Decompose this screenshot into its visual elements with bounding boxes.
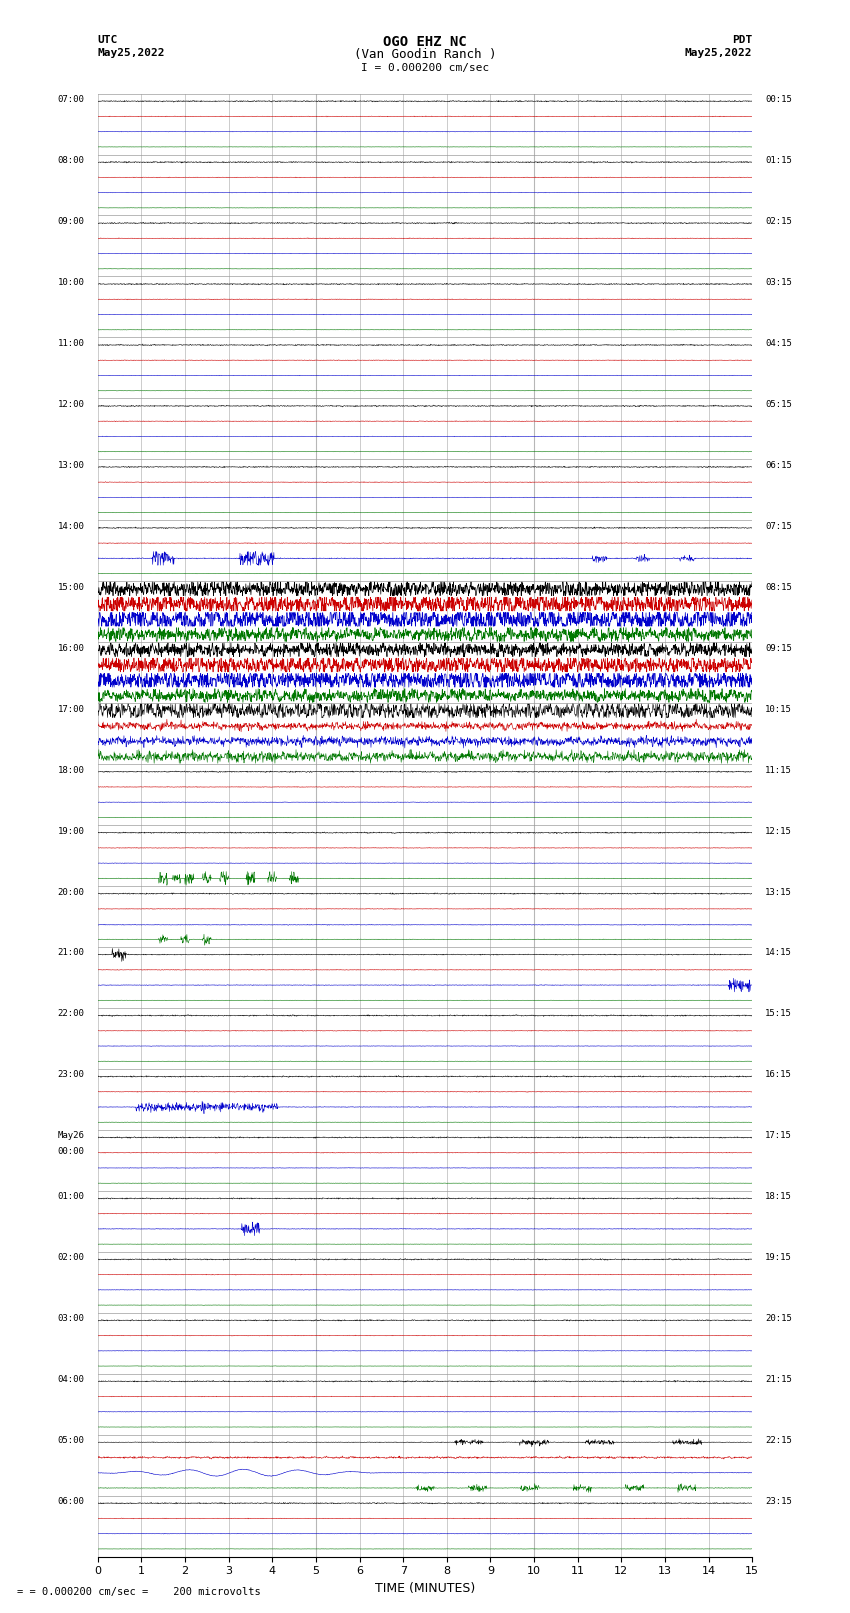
- Text: 17:00: 17:00: [58, 705, 85, 713]
- Text: May25,2022: May25,2022: [98, 48, 165, 58]
- Text: 01:00: 01:00: [58, 1192, 85, 1202]
- Text: 03:15: 03:15: [765, 277, 792, 287]
- Text: 05:00: 05:00: [58, 1436, 85, 1445]
- Text: 02:15: 02:15: [765, 218, 792, 226]
- Text: May26: May26: [58, 1131, 85, 1140]
- Text: 13:00: 13:00: [58, 461, 85, 469]
- Text: 01:15: 01:15: [765, 156, 792, 165]
- Text: 04:15: 04:15: [765, 339, 792, 348]
- Text: 23:00: 23:00: [58, 1071, 85, 1079]
- Text: OGO EHZ NC: OGO EHZ NC: [383, 35, 467, 50]
- Text: 08:15: 08:15: [765, 582, 792, 592]
- Text: 15:15: 15:15: [765, 1010, 792, 1018]
- Text: 04:00: 04:00: [58, 1376, 85, 1384]
- Text: 17:15: 17:15: [765, 1131, 792, 1140]
- Text: 10:00: 10:00: [58, 277, 85, 287]
- Text: 12:15: 12:15: [765, 826, 792, 836]
- Text: 23:15: 23:15: [765, 1497, 792, 1507]
- Text: 09:00: 09:00: [58, 218, 85, 226]
- Text: 18:15: 18:15: [765, 1192, 792, 1202]
- Text: 03:00: 03:00: [58, 1315, 85, 1323]
- Text: 07:15: 07:15: [765, 521, 792, 531]
- Text: 08:00: 08:00: [58, 156, 85, 165]
- Text: 19:00: 19:00: [58, 826, 85, 836]
- Text: May25,2022: May25,2022: [685, 48, 752, 58]
- Text: 02:00: 02:00: [58, 1253, 85, 1263]
- Text: 11:00: 11:00: [58, 339, 85, 348]
- Text: 13:15: 13:15: [765, 887, 792, 897]
- Text: 06:15: 06:15: [765, 461, 792, 469]
- Text: 00:00: 00:00: [58, 1147, 85, 1155]
- Text: 00:15: 00:15: [765, 95, 792, 105]
- Text: 18:00: 18:00: [58, 766, 85, 774]
- Text: 19:15: 19:15: [765, 1253, 792, 1263]
- Text: 20:00: 20:00: [58, 887, 85, 897]
- Text: 14:15: 14:15: [765, 948, 792, 958]
- Text: 22:15: 22:15: [765, 1436, 792, 1445]
- Text: = = 0.000200 cm/sec =    200 microvolts: = = 0.000200 cm/sec = 200 microvolts: [17, 1587, 261, 1597]
- Text: 12:00: 12:00: [58, 400, 85, 408]
- Text: 07:00: 07:00: [58, 95, 85, 105]
- Text: 09:15: 09:15: [765, 644, 792, 653]
- Text: PDT: PDT: [732, 35, 752, 45]
- Text: 06:00: 06:00: [58, 1497, 85, 1507]
- Text: 14:00: 14:00: [58, 521, 85, 531]
- Text: 20:15: 20:15: [765, 1315, 792, 1323]
- Text: I = 0.000200 cm/sec: I = 0.000200 cm/sec: [361, 63, 489, 73]
- Text: 16:00: 16:00: [58, 644, 85, 653]
- Text: 21:00: 21:00: [58, 948, 85, 958]
- X-axis label: TIME (MINUTES): TIME (MINUTES): [375, 1582, 475, 1595]
- Text: UTC: UTC: [98, 35, 118, 45]
- Text: 22:00: 22:00: [58, 1010, 85, 1018]
- Text: 10:15: 10:15: [765, 705, 792, 713]
- Text: 15:00: 15:00: [58, 582, 85, 592]
- Text: 11:15: 11:15: [765, 766, 792, 774]
- Text: (Van Goodin Ranch ): (Van Goodin Ranch ): [354, 48, 496, 61]
- Text: 16:15: 16:15: [765, 1071, 792, 1079]
- Text: 05:15: 05:15: [765, 400, 792, 408]
- Text: 21:15: 21:15: [765, 1376, 792, 1384]
